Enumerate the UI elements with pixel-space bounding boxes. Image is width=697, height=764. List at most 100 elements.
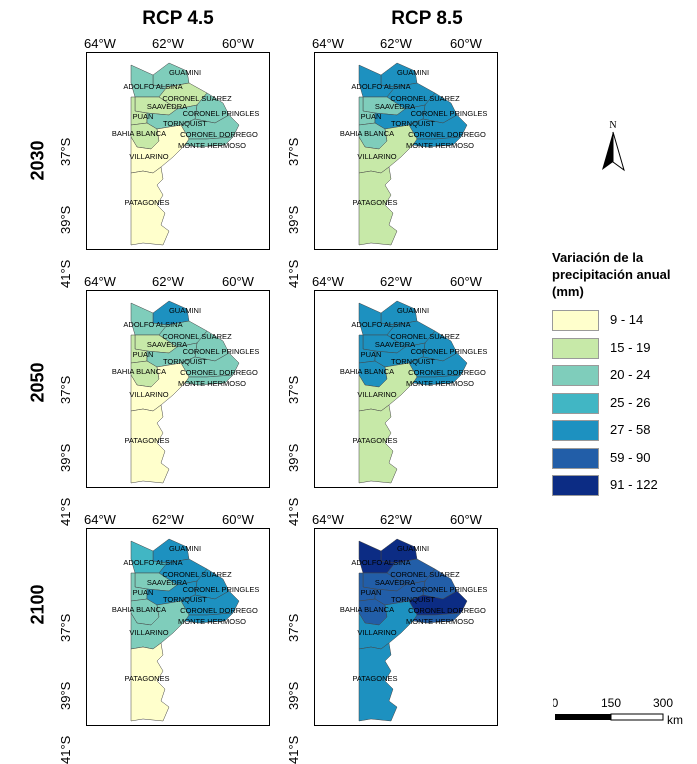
district-label: PUAN — [133, 350, 154, 359]
latitude-tick: 37°S — [286, 375, 301, 404]
district-label: CORONEL SUAREZ — [390, 570, 460, 579]
district-label: CORONEL DORREGO — [408, 130, 486, 139]
north-label: N — [609, 120, 616, 131]
legend-title: Variación de la precipitación anual (mm) — [552, 249, 697, 300]
district-label: CORONEL DORREGO — [180, 368, 258, 377]
longitude-tick: 62°W — [380, 36, 412, 51]
legend-label: 59 - 90 — [610, 449, 651, 465]
map-frame: GUAMINI ADOLFO ALSINA CORONEL SUAREZ SAAVED… — [314, 290, 498, 488]
longitude-tick: 64°W — [312, 274, 344, 289]
district-label: PATAGONES — [352, 436, 397, 445]
map-frame: GUAMINI ADOLFO ALSINA CORONEL SUAREZ SAAVED… — [86, 528, 270, 726]
district-label: SAAVEDRA — [147, 340, 187, 349]
map-frame: GUAMINI ADOLFO ALSINA CORONEL SUAREZ SAAVED… — [314, 528, 498, 726]
latitude-tick: 37°S — [286, 137, 301, 166]
legend-title-line: precipitación anual — [552, 267, 671, 282]
scale-tick-0: 0 — [553, 696, 559, 710]
district-label: VILLARINO — [129, 152, 168, 161]
legend-swatch — [552, 447, 599, 469]
district-label: CORONEL SUAREZ — [390, 94, 460, 103]
scale-tick-150: 150 — [601, 696, 621, 710]
scale-tick-300: 300 — [653, 696, 673, 710]
map-panel-2030-85: 64°W 62°W 60°W 37°S 39°S 41°S GUAMINI ADOLFO AL… — [284, 36, 500, 288]
district-label: BAHIA BLANCA — [340, 605, 394, 614]
district-label: ADOLFO ALSINA — [123, 320, 182, 329]
north-arrow-icon: N — [602, 120, 625, 172]
latitude-tick: 39°S — [286, 443, 301, 472]
column-title-rcp45: RCP 4.5 — [142, 8, 214, 29]
district-label: TORNQUIST — [391, 595, 435, 604]
district-label: VILLARINO — [129, 628, 168, 637]
district-label: GUAMINI — [397, 68, 429, 77]
latitude-tick: 39°S — [286, 205, 301, 234]
district-label: TORNQUIST — [163, 595, 207, 604]
map-panel-2050-45: 64°W 62°W 60°W 37°S 39°S 41°S GUAMINI ADOLFO AL… — [56, 274, 272, 526]
longitude-tick: 60°W — [450, 36, 482, 51]
district-label: PATAGONES — [352, 674, 397, 683]
district-label: ADOLFO ALSINA — [351, 558, 410, 567]
legend-swatch — [552, 310, 599, 331]
district-label: SAAVEDRA — [147, 102, 187, 111]
district-label: MONTE HERMOSO — [178, 141, 246, 150]
map-canvas: GUAMINI ADOLFO ALSINA CORONEL SUAREZSAAVED… — [340, 538, 487, 722]
latitude-tick: 39°S — [286, 681, 301, 710]
district-label: BAHIA BLANCA — [112, 605, 166, 614]
legend-title-line: (mm) — [552, 284, 584, 299]
longitude-tick: 62°W — [380, 512, 412, 527]
district-label: ADOLFO ALSINA — [351, 320, 410, 329]
map-canvas: GUAMINI ADOLFO ALSINA CORONEL SUAREZSAAVED… — [112, 62, 260, 246]
longitude-tick: 64°W — [84, 512, 116, 527]
district-label: MONTE HERMOSO — [406, 141, 474, 150]
longitude-tick: 60°W — [222, 36, 254, 51]
district-patagones — [358, 642, 398, 722]
map-panel-2050-85: 64°W 62°W 60°W 37°S 39°S 41°S GUAMINI ADOLFO AL… — [284, 274, 500, 526]
district-label: GUAMINI — [397, 306, 429, 315]
map-frame: GUAMINI ADOLFO ALSINA CORONEL SUAREZ SAAVED… — [86, 290, 270, 488]
longitude-tick: 64°W — [84, 36, 116, 51]
latitude-tick: 37°S — [286, 613, 301, 642]
district-label: BAHIA BLANCA — [340, 129, 394, 138]
district-patagones — [130, 404, 170, 484]
latitude-tick: 39°S — [58, 443, 73, 472]
map-canvas: GUAMINI ADOLFO ALSINA CORONEL SUAREZSAAVED… — [340, 62, 487, 246]
district-label: CORONEL PRINGLES — [183, 109, 260, 118]
legend-label: 27 - 58 — [610, 422, 651, 437]
district-label: TORNQUIST — [163, 119, 207, 128]
row-title-2100: 2100 — [27, 584, 48, 625]
longitude-tick: 60°W — [450, 274, 482, 289]
district-label: SAAVEDRA — [375, 102, 415, 111]
district-patagones — [130, 642, 170, 722]
district-label: SAAVEDRA — [375, 340, 415, 349]
district-label: PATAGONES — [124, 436, 169, 445]
district-label: MONTE HERMOSO — [406, 617, 474, 626]
longitude-tick: 60°W — [222, 274, 254, 289]
district-label: CORONEL PRINGLES — [183, 347, 260, 356]
map-canvas: GUAMINI ADOLFO ALSINA CORONEL SUAREZSAAVED… — [112, 538, 259, 722]
longitude-tick: 64°W — [312, 36, 344, 51]
district-label: CORONEL SUAREZ — [162, 332, 232, 341]
legend-swatch — [552, 475, 599, 496]
map-frame: GUAMINI ADOLFO ALSINA CORONEL SUAREZ SAAVED… — [314, 52, 498, 250]
legend-title-line: Variación de la — [552, 250, 644, 265]
district-label: CORONEL DORREGO — [408, 606, 486, 615]
scale-unit: km — [667, 713, 683, 727]
district-label: GUAMINI — [169, 68, 201, 77]
district-label: PUAN — [133, 588, 154, 597]
district-label: PATAGONES — [124, 198, 169, 207]
district-label: MONTE HERMOSO — [178, 617, 246, 626]
district-label: TORNQUIST — [391, 119, 435, 128]
district-label: GUAMINI — [397, 544, 429, 553]
district-label: ADOLFO ALSINA — [351, 82, 410, 91]
district-label: CORONEL DORREGO — [180, 606, 258, 615]
legend-label: 9 - 14 — [610, 312, 644, 327]
map-panel-2100-85: 64°W 62°W 60°W 37°S 39°S 41°S GUAMINI ADOLFO AL… — [284, 512, 500, 764]
scale-segment-white — [610, 713, 664, 721]
longitude-tick: 62°W — [380, 274, 412, 289]
district-label: PATAGONES — [352, 198, 397, 207]
district-label: CORONEL PRINGLES — [411, 347, 488, 356]
district-label: SAAVEDRA — [375, 578, 415, 587]
district-label: TORNQUIST — [391, 357, 435, 366]
district-label: SAAVEDRA — [147, 578, 187, 587]
scale-segment-black — [555, 714, 611, 720]
district-label: VILLARINO — [357, 628, 396, 637]
